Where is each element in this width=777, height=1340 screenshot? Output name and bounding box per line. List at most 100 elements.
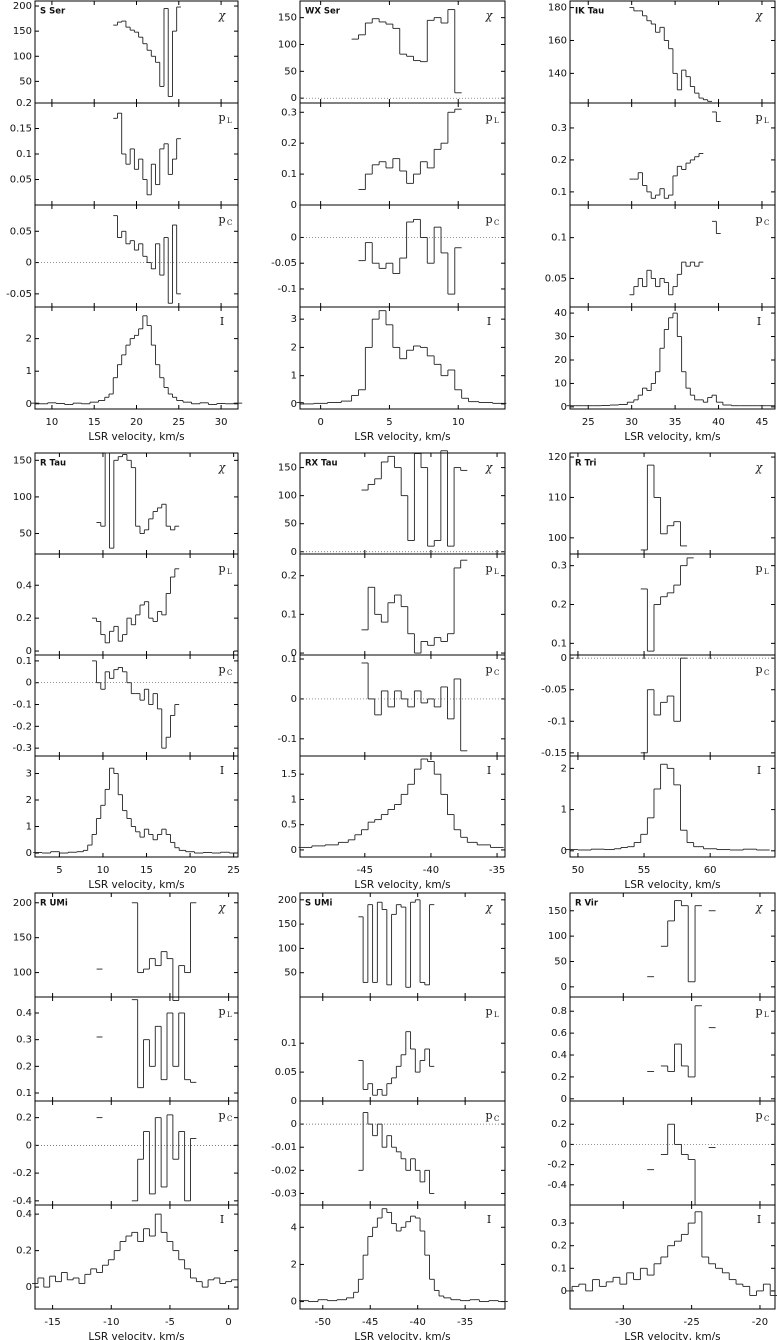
y-tick-label: -0.05 [271,258,297,269]
y-tick-label: 1 [561,805,567,816]
y-tick-label: 1 [291,371,297,382]
subplot-frame [34,755,239,858]
y-tick-label: 180 [548,3,567,14]
y-tick-label: 0 [291,200,297,211]
subplot-frame [34,892,239,998]
y-tick-label: 3 [26,768,32,779]
x-tick-label: -35 [457,1317,473,1328]
x-tick-label: -35 [489,865,505,876]
y-tick-label: -0.1 [12,700,32,711]
subplot-label-sub: L [227,568,232,576]
y-tick-label: 0 [291,1096,297,1107]
y-tick-label: 0 [291,399,297,410]
subplot-label-sub: C [764,219,769,227]
x-tick-label: -25 [683,1317,699,1328]
subplot-label-sub: C [227,1115,232,1123]
subplot-label: p [485,1109,492,1122]
subplot-frame [299,755,506,858]
y-tick-label: 150 [13,455,32,466]
subplot-frame [299,892,506,998]
y-tick-label: 0.3 [281,107,297,118]
x-tick-label: -5 [165,1317,175,1328]
x-tick-label: 30 [625,417,638,428]
y-tick-label: 0 [26,1140,32,1151]
y-tick-label: 110 [548,492,567,503]
x-tick-label: 20 [184,865,197,876]
subplot-frame [34,654,239,757]
subplot-label-sub: L [494,568,499,576]
y-tick-label: 0.1 [281,1038,297,1049]
y-tick-label: 0 [26,848,32,859]
subplot-label: I [220,764,224,777]
y-tick-label: 100 [13,51,32,62]
y-tick-label: 2 [291,342,297,353]
subplot-frame [569,553,776,656]
y-tick-label: 0.2 [281,138,297,149]
y-tick-label: 1.5 [281,769,297,780]
x-tick-label: 10 [97,865,110,876]
y-tick-label: 150 [13,26,32,37]
y-tick-label: 0.1 [281,609,297,620]
y-tick-label: 3 [291,314,297,325]
y-tick-label: 0.1 [551,233,567,244]
x-axis-label: LSR velocity, km/s [88,1331,184,1340]
y-tick-label: -0.1 [277,284,297,295]
y-tick-label: 0.2 [16,1246,32,1257]
y-tick-label: 0.1 [551,187,567,198]
y-tick-label: 0 [561,1094,567,1105]
x-axis-label: LSR velocity, km/s [354,431,450,443]
y-tick-label: 1 [26,366,32,377]
y-tick-label: 0.15 [10,124,32,135]
y-tick-label: 0.1 [551,638,567,649]
star-name: WX Ser [305,7,341,17]
x-tick-label: -40 [410,1317,426,1328]
y-tick-label: 0.05 [275,1067,297,1078]
y-tick-label: 0.2 [551,1241,567,1252]
y-tick-label: -0.2 [12,721,32,732]
y-tick-label: 30 [554,332,567,343]
y-tick-label: 0.2 [551,155,567,166]
y-tick-label: -0.3 [12,743,32,754]
star-name: RX Tau [305,459,338,469]
subplot-label: χ [218,9,227,22]
subplot-label: p [485,213,492,226]
star-name: S UMi [305,899,332,909]
subplot-frame [299,204,506,308]
y-tick-label: 0.05 [10,226,32,237]
subplot-label: p [218,1109,225,1122]
y-tick-label: 0.2 [551,600,567,611]
y-tick-label: 2 [26,795,32,806]
subplot-label: p [218,213,225,226]
y-tick-label: 50 [284,968,297,979]
y-tick-label: 0.3 [551,561,567,572]
subplot-frame [34,306,239,410]
x-tick-label: 15 [140,865,153,876]
y-tick-label: 200 [13,1,32,12]
y-tick-label: 40 [554,308,567,319]
y-tick-label: 0 [561,1139,567,1150]
y-tick-label: 0 [291,648,297,659]
y-tick-label: 100 [548,533,567,544]
y-tick-label: 1 [291,794,297,805]
subplot-label: p [755,663,762,676]
y-tick-label: -0.1 [547,716,567,727]
subplot-frame [299,102,506,206]
y-tick-label: 0.1 [16,656,32,667]
y-tick-label: 200 [13,898,32,909]
y-tick-label: 100 [278,491,297,502]
y-tick-label: 100 [278,39,297,50]
subplot-frame [569,654,776,757]
y-tick-label: 0 [561,1286,567,1297]
star-name: R Tri [575,459,597,469]
x-tick-label: 35 [669,417,682,428]
subplot-label: I [487,1213,491,1226]
y-tick-label: -0.02 [271,1165,297,1176]
x-tick-label: 20 [130,417,143,428]
subplot-label-sub: L [227,1011,232,1019]
x-tick-label: 40 [712,417,725,428]
y-tick-label: -0.2 [12,1168,32,1179]
x-tick-label: 0 [317,417,323,428]
y-tick-label: -0.15 [541,748,567,759]
y-tick-label: 0.1 [16,1088,32,1099]
x-axis-label: LSR velocity, km/s [88,431,184,443]
